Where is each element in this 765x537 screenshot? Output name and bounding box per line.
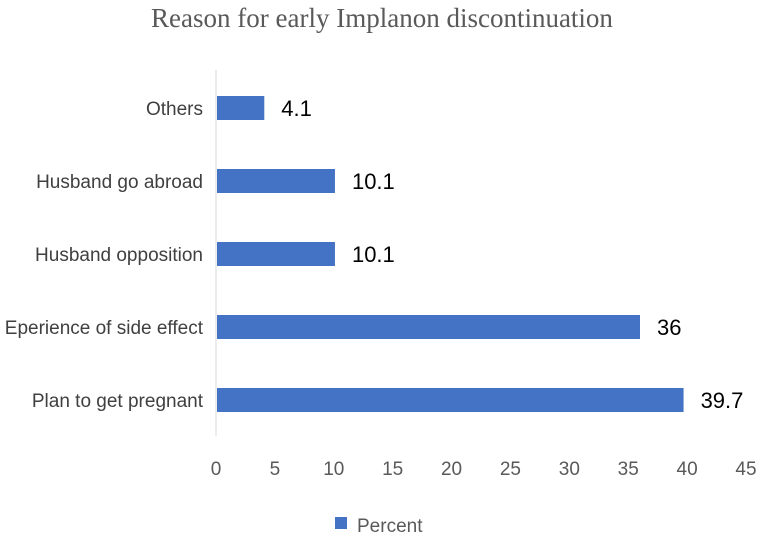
- data-label-1: 36: [657, 315, 681, 340]
- bar-1: [217, 315, 640, 339]
- category-label-4: Others: [146, 99, 203, 120]
- x-tick-label-1: 5: [270, 459, 281, 480]
- data-label-2: 10.1: [352, 242, 395, 267]
- bar-2: [217, 242, 335, 266]
- category-label-1: Eperience of side effect: [5, 318, 204, 339]
- x-tick-label-4: 20: [441, 459, 462, 480]
- data-labels: 39.7 36 10.1 10.1 4.1: [281, 96, 743, 413]
- bar-3: [217, 169, 335, 193]
- category-label-2: Husband opposition: [35, 245, 203, 266]
- legend: Percent: [335, 516, 423, 537]
- x-tick-label-8: 40: [677, 459, 698, 480]
- x-tick-label-6: 30: [559, 459, 580, 480]
- legend-swatch-percent: [335, 517, 347, 529]
- bars-group: [217, 96, 684, 412]
- bar-4: [217, 96, 265, 120]
- data-label-3: 10.1: [352, 169, 395, 194]
- data-label-4: 4.1: [281, 96, 312, 121]
- x-tick-label-5: 25: [500, 459, 521, 480]
- x-tick-label-7: 35: [618, 459, 639, 480]
- legend-label-percent: Percent: [357, 516, 423, 537]
- x-tick-label-0: 0: [211, 459, 222, 480]
- category-label-0: Plan to get pregnant: [32, 391, 204, 412]
- x-tick-label-9: 45: [735, 459, 756, 480]
- category-label-3: Husband go abroad: [36, 172, 203, 193]
- chart-title: Reason for early Implanon discontinuatio…: [151, 3, 613, 33]
- category-labels: Plan to get pregnant Eperience of side ef…: [5, 99, 204, 412]
- x-axis-ticks: 0 5 10 15 20 25 30 35 40 45: [211, 459, 757, 480]
- x-tick-label-3: 15: [382, 459, 403, 480]
- x-tick-label-2: 10: [323, 459, 344, 480]
- data-label-0: 39.7: [701, 388, 744, 413]
- bar-0: [217, 388, 684, 412]
